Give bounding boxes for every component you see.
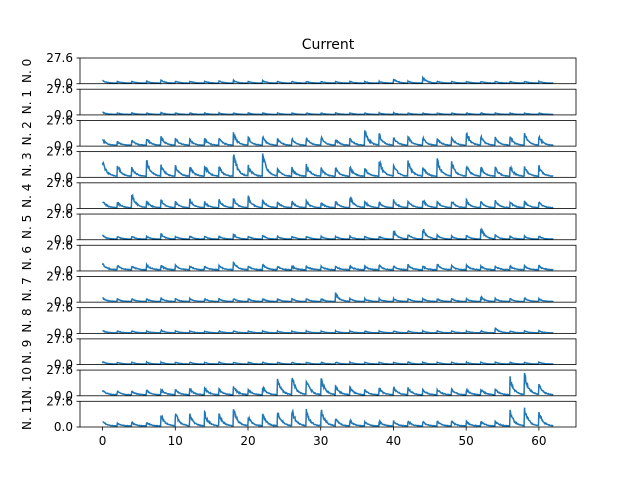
- x-tick-label-1: 10: [168, 434, 183, 448]
- subplot-frame-2: [79, 120, 577, 147]
- y-tick-label-2-1: 27.6: [46, 113, 73, 127]
- y-tick-label-4-0: 0.0: [54, 202, 73, 216]
- series-line-11: [102, 407, 554, 428]
- subplot-1: 0.0 27.6 N. 1: [20, 82, 577, 122]
- y-tick-label-1-1: 27.6: [46, 82, 73, 96]
- y-tick-label-0-1: 27.6: [46, 51, 73, 65]
- x-tick-label-5: 50: [459, 434, 474, 448]
- y-tick-label-8-0: 0.0: [54, 326, 73, 340]
- subplot-ylabel-11: N. 11: [20, 398, 34, 430]
- subplot-panels: 0.027.6N. 00.027.6N. 10.027.6N. 20.027.6…: [20, 51, 577, 434]
- y-tick-label-8-1: 27.6: [46, 301, 73, 315]
- series-line-3: [101, 153, 554, 178]
- subplot-2: 0.0 27.6 N. 2: [20, 113, 577, 153]
- x-axis: 0 10 20 30 40 50 60: [99, 427, 547, 448]
- y-tick-label-3-0: 0.0: [54, 170, 73, 184]
- y-tick-label-3-1: 27.6: [46, 145, 73, 159]
- y-tick-label-2-0: 0.0: [54, 139, 73, 153]
- series-line-8: [102, 327, 554, 334]
- y-tick-label-6-0: 0.0: [54, 264, 73, 278]
- series-line-5: [101, 226, 554, 241]
- subplot-3: 0.0 27.6 N. 3: [20, 145, 577, 184]
- subplot-frame-5: [79, 213, 577, 241]
- subplot-5: 0.0 27.6 N. 5: [20, 207, 577, 247]
- subplot-4: 0.0 27.6 N. 4: [20, 176, 577, 216]
- subplot-8: 0.0 27.6 N. 8: [20, 301, 577, 340]
- y-tick-label-7-0: 0.0: [54, 295, 73, 309]
- y-tick-label-10-0: 0.0: [54, 389, 73, 403]
- chart-title: Current: [302, 37, 355, 53]
- subplot-frame-8: [79, 307, 577, 334]
- subplot-ylabel-4: N. 4: [20, 184, 34, 208]
- series-line-10: [101, 372, 554, 397]
- subplot-ylabel-8: N. 8: [20, 308, 34, 332]
- subplot-frame-11: [79, 400, 577, 428]
- series-line-6: [101, 260, 554, 272]
- y-tick-label-4-1: 27.6: [46, 176, 73, 190]
- subplot-frame-3: [79, 151, 577, 178]
- y-tick-label-1-0: 0.0: [54, 108, 73, 122]
- series-line-2: [101, 130, 554, 147]
- subplot-ylabel-3: N. 3: [20, 152, 34, 176]
- subplot-ylabel-2: N. 2: [20, 121, 34, 145]
- x-tick-label-4: 40: [386, 434, 401, 448]
- y-tick-label-9-0: 0.0: [54, 358, 73, 372]
- y-tick-label-5-0: 0.0: [54, 233, 73, 247]
- subplot-0: 0.0 27.6 N. 0: [20, 51, 577, 91]
- series-line-7: [102, 292, 554, 303]
- series-line-0: [102, 75, 554, 85]
- subplot-10: 0.0 27.6 N. 10: [20, 363, 577, 403]
- y-tick-label-0-0: 0.0: [54, 77, 73, 91]
- y-tick-label-11-1: 27.6: [46, 394, 73, 408]
- subplot-frame-6: [79, 244, 577, 272]
- y-tick-label-10-1: 27.6: [46, 363, 73, 377]
- subplot-ylabel-6: N. 6: [20, 246, 34, 270]
- series-line-1: [102, 111, 554, 116]
- x-tick-label-6: 60: [531, 434, 546, 448]
- subplot-ylabel-10: N. 10: [20, 367, 34, 399]
- y-tick-label-11-0: 0.0: [54, 420, 73, 434]
- y-tick-label-6-1: 27.6: [46, 238, 73, 252]
- subplot-11: 0.0 27.6 N. 11: [20, 394, 577, 434]
- y-tick-label-9-1: 27.6: [46, 332, 73, 346]
- series-line-9: [101, 360, 554, 366]
- subplot-ylabel-1: N. 1: [20, 90, 34, 114]
- y-tick-label-5-1: 27.6: [46, 207, 73, 221]
- x-tick-label-0: 0: [99, 434, 107, 448]
- subplot-frame-1: [79, 88, 577, 116]
- subplot-frame-9: [79, 338, 577, 365]
- subplot-6: 0.0 27.6 N. 6: [20, 238, 577, 278]
- subplot-ylabel-9: N. 9: [20, 340, 34, 364]
- subplot-7: 0.0 27.6 N. 7: [20, 269, 577, 309]
- subplot-ylabel-7: N. 7: [20, 277, 34, 301]
- x-tick-label-2: 20: [240, 434, 255, 448]
- y-tick-label-7-1: 27.6: [46, 269, 73, 283]
- subplot-frame-7: [79, 276, 577, 303]
- subplot-ylabel-0: N. 0: [20, 59, 34, 83]
- subplot-9: 0.0 27.6 N. 9: [20, 332, 577, 372]
- subplot-frame-10: [79, 369, 577, 397]
- subplot-ylabel-5: N. 5: [20, 215, 34, 239]
- series-line-4: [102, 193, 554, 210]
- x-tick-label-3: 30: [313, 434, 328, 448]
- subplot-frame-4: [79, 182, 577, 209]
- subplot-frame-0: [79, 57, 577, 85]
